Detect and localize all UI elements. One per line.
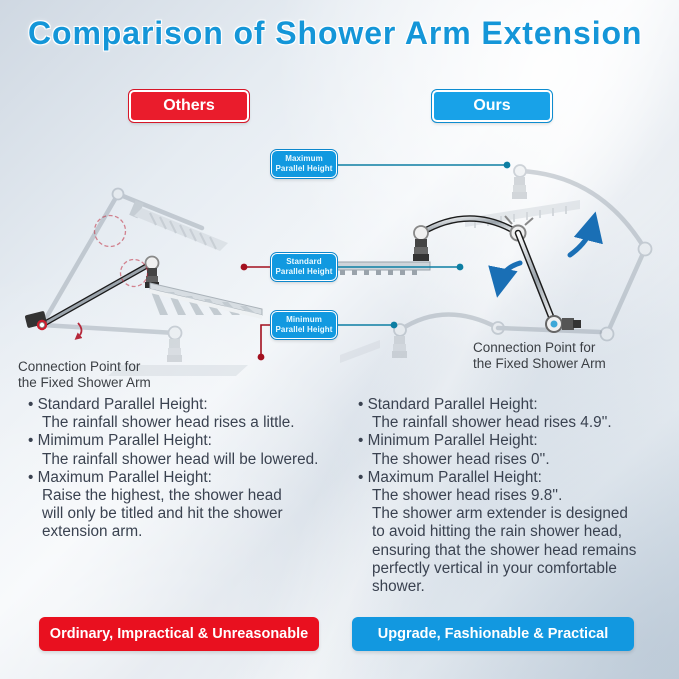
svg-text:the Fixed Shower Arm: the Fixed Shower Arm bbox=[18, 375, 151, 390]
svg-text:the Fixed Shower Arm: the Fixed Shower Arm bbox=[473, 356, 606, 371]
svg-text:Connection Point for: Connection Point for bbox=[18, 359, 141, 374]
svg-text:Connection Point for: Connection Point for bbox=[473, 340, 596, 355]
